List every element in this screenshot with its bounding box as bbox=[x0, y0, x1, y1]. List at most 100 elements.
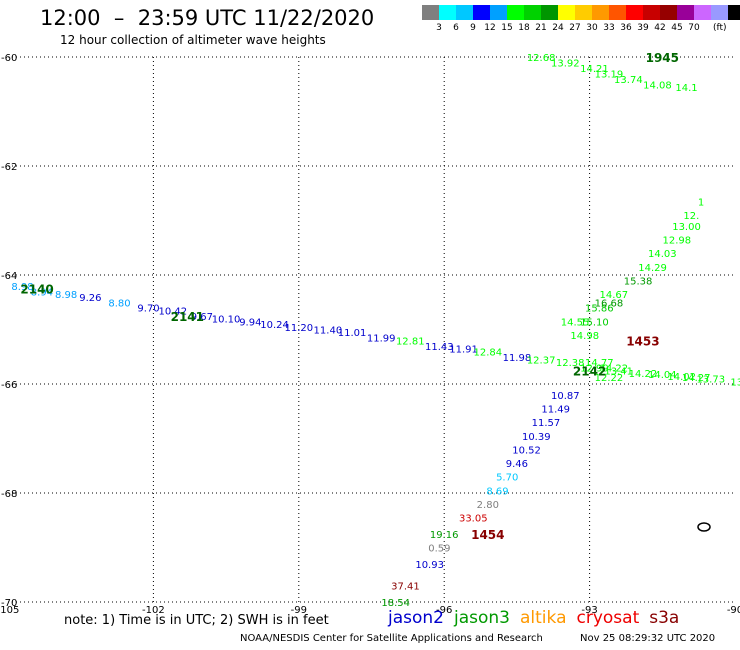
wave-height-value: 11.98 bbox=[503, 353, 532, 364]
colorbar-cell bbox=[422, 5, 439, 20]
wave-height-value: 2.80 bbox=[477, 500, 499, 511]
wave-height-value: 11.91 bbox=[449, 345, 478, 356]
wave-height-value: 18.54 bbox=[381, 598, 410, 609]
pass-labels: 2140 2141 2142 1945 1453 1454 bbox=[20, 51, 679, 542]
colorbar-cell bbox=[507, 5, 524, 20]
colorbar-label: 39 bbox=[637, 23, 649, 33]
wave-height-value: 5.70 bbox=[496, 473, 518, 484]
colorbar-label: 27 bbox=[569, 23, 581, 33]
legend-item-jason2: jason2 bbox=[388, 608, 444, 628]
pass-time-label: 2141 bbox=[171, 310, 204, 324]
colorbar-cell bbox=[728, 5, 740, 20]
wave-height-value: 16.68 bbox=[595, 298, 624, 309]
wave-height-value: 14.29 bbox=[638, 263, 667, 274]
colorbar-cell bbox=[439, 5, 456, 20]
colorbar-cell bbox=[694, 5, 711, 20]
colorbar-unit: (ft) bbox=[713, 23, 727, 33]
legend-item-altika: altika bbox=[520, 608, 567, 628]
wave-height-value: 10.42 bbox=[158, 306, 187, 317]
x-tick-label: -90 bbox=[727, 605, 740, 616]
pass-time-label: 2142 bbox=[573, 364, 606, 378]
colorbar-cell bbox=[558, 5, 575, 20]
colorbar-cell bbox=[575, 5, 592, 20]
x-tick-label: -99 bbox=[291, 605, 307, 616]
wave-height-value: 11.49 bbox=[541, 405, 570, 416]
footnote: note: 1) Time is in UTC; 2) SWH is in fe… bbox=[64, 613, 329, 628]
wave-height-value: 15.38 bbox=[624, 276, 653, 287]
wave-height-value: 10.93 bbox=[415, 560, 444, 571]
x-tick-label: -102 bbox=[142, 605, 165, 616]
wave-height-value: 9.67 bbox=[191, 312, 213, 323]
wave-height-value: 12. bbox=[683, 211, 699, 222]
wave-height-value: 12.81 bbox=[396, 336, 425, 347]
chart-subtitle: 12 hour collection of altimeter wave hei… bbox=[60, 33, 326, 47]
wave-height-value: 8.98 bbox=[55, 290, 77, 301]
legend-item-cryosat: cryosat bbox=[576, 608, 640, 628]
pass-time-label: 1945 bbox=[646, 51, 679, 65]
generated-timestamp: Nov 25 08:29:32 UTC 2020 bbox=[580, 633, 716, 644]
colorbar-cell bbox=[677, 5, 694, 20]
colorbar-cell bbox=[541, 5, 558, 20]
wave-height-value: 14.55 bbox=[561, 317, 590, 328]
wave-height-value: 12.38 bbox=[556, 358, 585, 369]
wave-height-value: 9.94 bbox=[239, 317, 261, 328]
wave-height-value: 14.22 bbox=[629, 369, 658, 380]
wave-height-value: 12.68 bbox=[527, 53, 556, 64]
legend-item-jason3: jason3 bbox=[454, 608, 510, 628]
colorbar-label: 21 bbox=[535, 23, 547, 33]
wave-height-value: 14.04 bbox=[648, 370, 677, 381]
wave-height-value: 15.10 bbox=[580, 317, 609, 328]
wave-height-value: 8.98 bbox=[11, 282, 33, 293]
wave-height-value: 13.73 bbox=[696, 375, 725, 386]
wave-height-value: 14.03 bbox=[648, 249, 677, 260]
y-tick-label: -62 bbox=[1, 162, 17, 173]
wave-height-value: 33.05 bbox=[459, 514, 488, 525]
wave-height-value: 14.02 bbox=[667, 372, 696, 383]
wave-height-value: 11.01 bbox=[338, 328, 367, 339]
colorbar-cell bbox=[643, 5, 660, 20]
wave-height-value: 10.39 bbox=[522, 432, 551, 443]
wave-height-value: 10.10 bbox=[212, 315, 241, 326]
colorbar-label: 9 bbox=[470, 23, 476, 33]
wave-height-value: 14.08 bbox=[643, 80, 672, 91]
y-tick-label: -64 bbox=[1, 271, 17, 282]
wave-height-value: 14.67 bbox=[600, 290, 629, 301]
wave-height-value: 12.98 bbox=[663, 236, 692, 247]
axis-ticks: -105 -102 -99 -96 -93 -90 -60 -62 -64 -66 -68 -70 bbox=[0, 53, 740, 616]
colorbar-cell bbox=[626, 5, 643, 20]
wave-height-value: 13.92 bbox=[551, 58, 580, 69]
colorbar-label: 30 bbox=[586, 23, 598, 33]
wave-height-value: 12.22 bbox=[595, 373, 624, 384]
wave-height-value: 9.70 bbox=[137, 304, 159, 315]
colorbar-label: 18 bbox=[518, 23, 530, 33]
wave-height-value: 13.00 bbox=[672, 222, 701, 233]
wave-height-value: 19.16 bbox=[430, 530, 459, 541]
wave-height-value: 12.37 bbox=[527, 355, 556, 366]
y-tick-label: -70 bbox=[1, 598, 17, 609]
wave-height-value: 13.48 bbox=[730, 377, 740, 388]
colorbar-label: 12 bbox=[484, 23, 496, 33]
x-tick-label: -93 bbox=[581, 605, 597, 616]
wave-height-value: 14.27 bbox=[682, 373, 711, 384]
y-tick-label: -68 bbox=[1, 489, 17, 500]
y-tick-label: -66 bbox=[1, 380, 17, 391]
chart-title: 12:00 – 23:59 UTC 11/22/2020 bbox=[40, 6, 375, 30]
colorbar-label: 70 bbox=[688, 23, 700, 33]
colorbar-label: 45 bbox=[671, 23, 683, 33]
wave-height-value: 9.26 bbox=[79, 293, 101, 304]
x-tick-label: -96 bbox=[436, 605, 452, 616]
wave-height-value: 11.57 bbox=[532, 418, 561, 429]
wave-height-value: 15.86 bbox=[585, 304, 614, 315]
wave-height-value: 12.84 bbox=[473, 347, 502, 358]
x-tick-label: -105 bbox=[0, 605, 19, 616]
pass-time-label: 1454 bbox=[471, 528, 504, 542]
wave-height-value: 8.69 bbox=[486, 486, 508, 497]
colorbar-label: 3 bbox=[436, 23, 442, 33]
wave-height-value: 0.59 bbox=[428, 544, 450, 555]
colorbar-cell bbox=[592, 5, 609, 20]
colorbar-cell bbox=[473, 5, 490, 20]
colorbar-cell bbox=[524, 5, 541, 20]
colorbar-cell bbox=[609, 5, 626, 20]
